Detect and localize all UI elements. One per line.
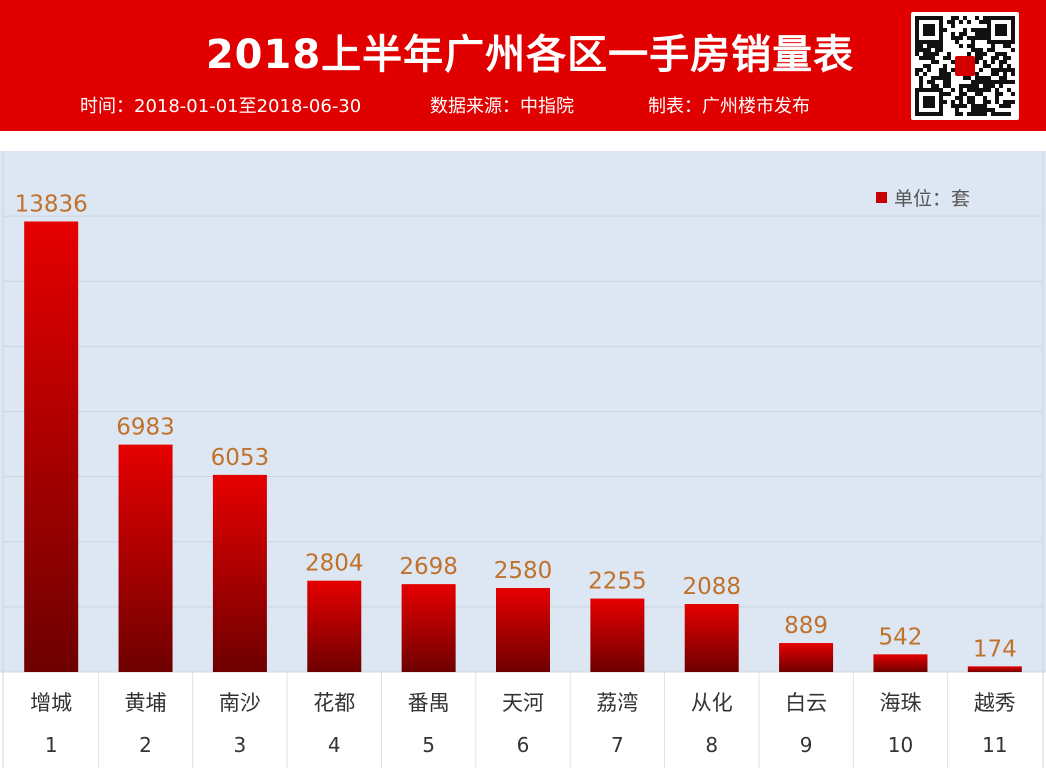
category-label: 海珠 — [879, 691, 921, 715]
value-label: 542 — [879, 624, 923, 650]
bar-海珠 — [873, 654, 928, 672]
rank-label: 1 — [45, 733, 58, 757]
chart-maker: 制表：广州楼市发布 — [648, 96, 810, 117]
value-label: 889 — [784, 613, 828, 639]
rank-label: 10 — [888, 733, 913, 757]
bar-番禺 — [401, 584, 456, 672]
bar-黄埔 — [118, 444, 173, 672]
legend-swatch — [876, 192, 887, 203]
rank-label: 4 — [328, 733, 341, 757]
bar-越秀 — [967, 666, 1022, 672]
bar-白云 — [779, 643, 834, 672]
header-divider — [0, 131, 1046, 151]
chart-title: 2018上半年广州各区一手房销量表 — [205, 32, 855, 78]
category-label: 南沙 — [219, 691, 261, 715]
qr-code-graphic — [915, 16, 1015, 116]
bar-从化 — [684, 604, 739, 672]
value-label: 6983 — [116, 415, 175, 441]
value-label: 13836 — [15, 191, 88, 217]
bar-花都 — [307, 580, 362, 672]
value-label: 2088 — [682, 574, 741, 600]
value-label: 2580 — [494, 558, 553, 584]
legend: 单位：套 — [876, 184, 970, 211]
rank-label: 8 — [705, 733, 718, 757]
value-label: 2698 — [399, 554, 458, 580]
value-label: 2804 — [305, 551, 364, 577]
rank-label: 11 — [982, 733, 1007, 757]
rank-label: 3 — [234, 733, 247, 757]
legend-label: 单位：套 — [894, 188, 971, 210]
rank-label: 6 — [517, 733, 530, 757]
data-source: 数据来源：中指院 — [430, 96, 574, 117]
bar-增城 — [24, 221, 79, 672]
category-table — [0, 672, 1046, 768]
category-label: 天河 — [502, 691, 544, 715]
rank-label: 7 — [611, 733, 624, 757]
bar-荔湾 — [590, 598, 645, 672]
rank-label: 2 — [139, 733, 152, 757]
category-label: 黄埔 — [125, 691, 167, 715]
header-banner: 2018上半年广州各区一手房销量表 时间：2018-01-01至2018-06-… — [0, 0, 1046, 131]
bar-天河 — [496, 587, 550, 672]
value-label: 2255 — [588, 569, 647, 595]
category-label: 番禺 — [408, 691, 450, 715]
category-label: 从化 — [691, 691, 733, 715]
category-label: 荔湾 — [596, 691, 638, 715]
bar-南沙 — [212, 474, 267, 672]
category-label: 增城 — [30, 691, 72, 715]
category-label: 白云 — [785, 691, 827, 715]
value-label: 6053 — [211, 445, 270, 471]
value-label: 174 — [973, 636, 1017, 662]
category-label: 花都 — [313, 691, 355, 715]
qr-code-icon — [911, 12, 1019, 120]
category-label: 越秀 — [974, 691, 1016, 715]
rank-label: 9 — [800, 733, 813, 757]
rank-label: 5 — [422, 733, 435, 757]
time-range: 时间：2018-01-01至2018-06-30 — [80, 96, 362, 117]
